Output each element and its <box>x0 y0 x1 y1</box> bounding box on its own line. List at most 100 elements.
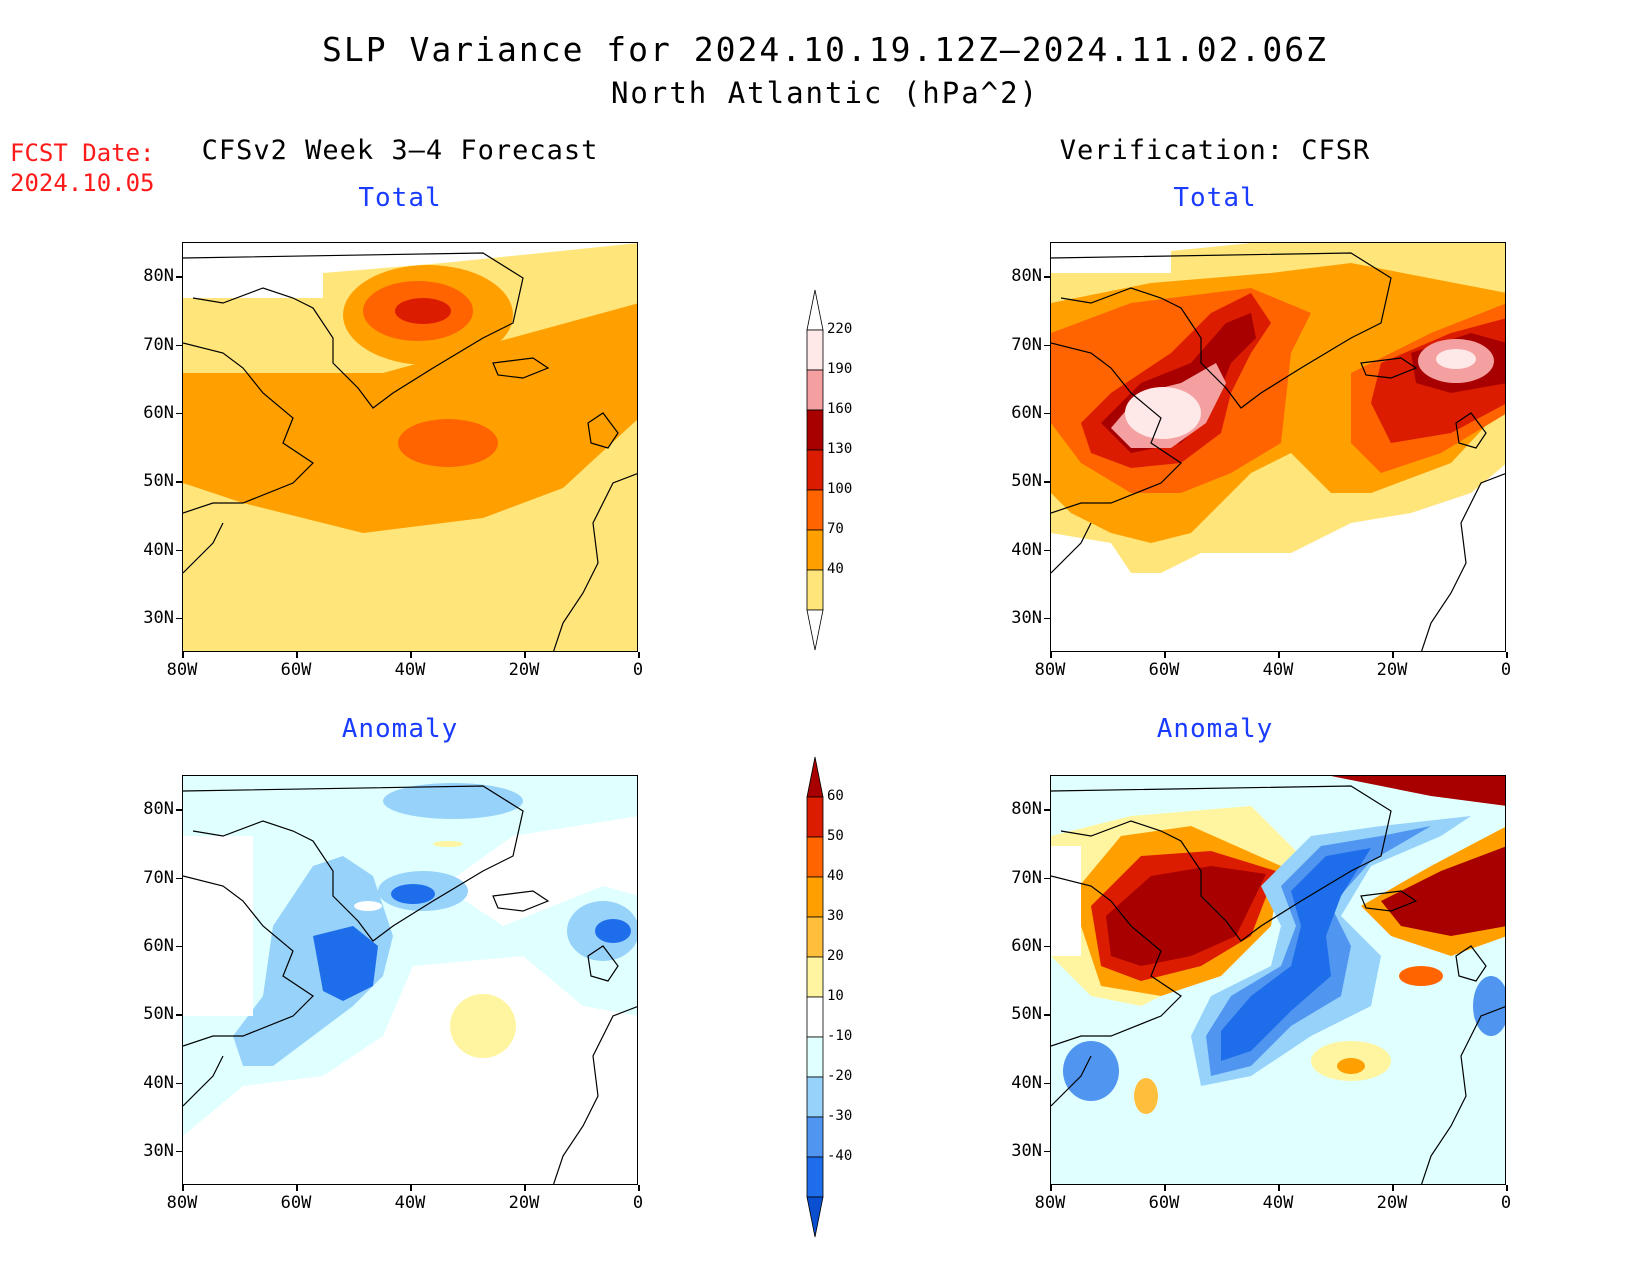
y-tick-mark <box>176 481 182 483</box>
colorbar-total-label: 220 <box>827 321 853 337</box>
y-tick-label: 50N <box>1011 1004 1042 1025</box>
panel-title-top-left: Total <box>358 183 442 213</box>
colorbar-anomaly-swatch <box>806 796 824 838</box>
figure-title: SLP Variance for 2024.10.19.12Z–2024.11.… <box>322 30 1328 69</box>
colorbar-anomaly-top-triangle <box>806 756 824 798</box>
x-tick-label: 60W <box>1148 1193 1180 1213</box>
y-tick-label: 40N <box>1011 539 1042 560</box>
y-tick-mark <box>1044 412 1050 415</box>
y-tick-mark <box>1044 617 1050 620</box>
x-tick-label: 40W <box>394 1193 426 1213</box>
colorbar-anomaly-label: -30 <box>827 1108 853 1124</box>
y-tick-mark <box>1044 945 1050 948</box>
colorbar-anomaly-label: 50 <box>827 828 844 844</box>
x-tick-label: 20W <box>508 1193 540 1213</box>
y-tick-label: 60N <box>143 935 174 956</box>
y-tick-mark <box>1044 1014 1050 1016</box>
y-tick-mark <box>176 549 182 551</box>
colorbar-total-label: 190 <box>827 361 853 377</box>
x-tick-label: 60W <box>280 660 312 680</box>
figure-subtitle: North Atlantic (hPa^2) <box>610 76 1040 110</box>
right-column-header: Verification: CFSR <box>1059 135 1371 166</box>
y-tick-label: 40N <box>143 539 174 560</box>
colorbar-anomaly-swatch <box>806 916 824 958</box>
y-tick-mark <box>1044 1150 1050 1153</box>
colorbar-anomaly-swatch <box>806 1156 824 1198</box>
x-tick-mark <box>296 652 298 658</box>
y-tick-mark <box>1044 877 1050 879</box>
x-tick-mark <box>182 652 184 658</box>
colorbar-anomaly-label: -20 <box>827 1068 853 1084</box>
panel-title-bottom-right: Anomaly <box>1156 714 1274 744</box>
x-tick-mark <box>524 1185 526 1191</box>
y-tick-label: 30N <box>1011 607 1042 628</box>
colorbar-anomaly-swatch <box>806 876 824 918</box>
x-tick-mark <box>638 1185 640 1191</box>
colorbar-anomaly-label: 40 <box>827 868 844 884</box>
y-tick-label: 30N <box>143 607 174 628</box>
y-tick-mark <box>176 276 182 278</box>
colorbar-anomaly-swatch <box>806 996 824 1038</box>
x-tick-mark <box>1392 652 1394 658</box>
y-tick-mark <box>176 344 182 346</box>
y-tick-label: 80N <box>1011 266 1042 287</box>
y-tick-mark <box>176 877 182 879</box>
colorbar-anomaly-swatch <box>806 956 824 998</box>
map-verification-total <box>1050 242 1506 652</box>
x-tick-label: 40W <box>394 660 426 680</box>
colorbar-total-top-triangle <box>806 289 824 331</box>
colorbar-total-label: 70 <box>827 521 844 537</box>
colorbar-anomaly-label: -10 <box>827 1028 853 1044</box>
x-tick-mark <box>410 1185 412 1191</box>
forecast-date: FCST Date: 2024.10.05 <box>10 139 155 197</box>
x-tick-label: 0 <box>1500 660 1512 680</box>
x-tick-mark <box>1278 652 1280 658</box>
colorbar-anomaly-label: 10 <box>827 988 844 1004</box>
y-tick-label: 70N <box>143 867 174 888</box>
y-tick-label: 80N <box>1011 799 1042 820</box>
y-tick-label: 50N <box>143 1004 174 1025</box>
y-tick-label: 60N <box>143 402 174 423</box>
y-tick-mark <box>1044 1082 1050 1084</box>
colorbar-anomaly-swatch <box>806 1076 824 1118</box>
colorbar-total-label: 40 <box>827 561 844 577</box>
y-tick-label: 50N <box>143 471 174 492</box>
colorbar-anomaly-label: -40 <box>827 1148 853 1164</box>
colorbar-total-swatch <box>806 529 824 571</box>
coastline-forecast-total <box>183 252 637 651</box>
y-tick-label: 80N <box>143 799 174 820</box>
y-tick-mark <box>1044 344 1050 346</box>
y-tick-label: 60N <box>1011 402 1042 423</box>
y-tick-label: 80N <box>143 266 174 287</box>
y-tick-mark <box>176 1082 182 1084</box>
x-tick-label: 60W <box>280 1193 312 1213</box>
x-tick-mark <box>1050 1185 1052 1191</box>
x-tick-label: 0 <box>632 660 644 680</box>
x-tick-label: 20W <box>508 660 540 680</box>
y-tick-mark <box>176 1014 182 1016</box>
colorbar-total-swatch <box>806 569 824 611</box>
x-tick-mark <box>296 1185 298 1191</box>
y-tick-mark <box>176 412 182 415</box>
colorbar-total-swatch <box>806 489 824 531</box>
x-tick-label: 20W <box>1376 660 1408 680</box>
y-tick-mark <box>176 945 182 948</box>
x-tick-mark <box>1392 1185 1394 1191</box>
x-tick-label: 80W <box>1034 1193 1066 1213</box>
map-forecast-anomaly <box>182 775 638 1185</box>
colorbar-total-swatch <box>806 449 824 491</box>
left-column-header: CFSv2 Week 3–4 Forecast <box>201 135 599 166</box>
x-tick-mark <box>1506 1185 1508 1191</box>
colorbar-anomaly-swatch <box>806 836 824 878</box>
x-tick-mark <box>1050 652 1052 658</box>
colorbar-anomaly-label: 20 <box>827 948 844 964</box>
colorbar-anomaly-label: 30 <box>827 908 844 924</box>
x-tick-mark <box>410 652 412 658</box>
y-tick-label: 70N <box>143 334 174 355</box>
x-tick-label: 40W <box>1262 660 1294 680</box>
y-tick-label: 30N <box>1011 1140 1042 1161</box>
coastline-forecast-anomaly <box>183 785 637 1184</box>
colorbar-total-label: 160 <box>827 401 853 417</box>
colorbar-total-bottom-triangle <box>806 609 824 651</box>
x-tick-label: 40W <box>1262 1193 1294 1213</box>
